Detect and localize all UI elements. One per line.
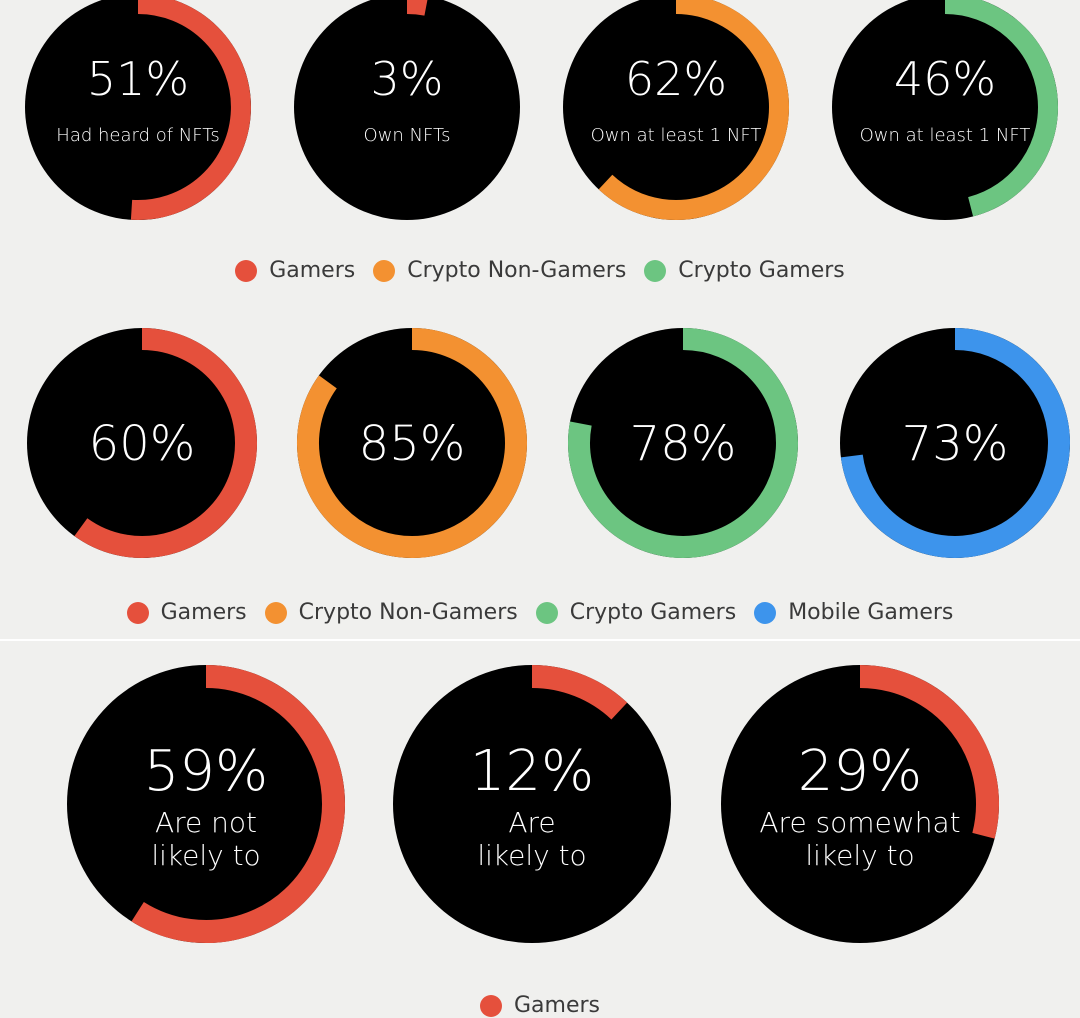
- donut-caption: Are somewhat: [759, 806, 960, 839]
- donut-value-label: 60%: [89, 416, 196, 472]
- donut-chart-gamers: 3% Own NFTs: [294, 0, 520, 220]
- donut-value-label: 3%: [371, 52, 444, 106]
- legend-swatch-crypto-gamers: [644, 259, 667, 282]
- donut-value-label: 78%: [630, 416, 737, 472]
- donut-chart-crypto-non-gamers: 85%: [297, 328, 527, 558]
- legend-label: Gamers: [513, 993, 600, 1018]
- legend-label: Crypto Gamers: [678, 258, 845, 283]
- legend-item-gamers: Gamers: [126, 600, 247, 625]
- legend-swatch-gamers: [235, 259, 258, 282]
- legend-swatch-crypto-non-gamers: [264, 601, 287, 624]
- donut-value-label: 51%: [87, 52, 189, 106]
- legend-item-crypto-non-gamers: Crypto Non-Gamers: [373, 258, 626, 283]
- donut-arc-gamers: [406, 0, 428, 16]
- donut-caption: likely to: [151, 839, 260, 872]
- donut-caption: Are not: [155, 806, 257, 839]
- legend-item-crypto-gamers: Crypto Gamers: [644, 258, 845, 283]
- legend-label: Gamers: [160, 600, 247, 625]
- legend-item-crypto-gamers: Crypto Gamers: [535, 600, 737, 625]
- donut-background: [721, 665, 999, 943]
- donut-arc-gamers: [130, 0, 251, 220]
- donut-background: [568, 328, 798, 558]
- legend-row-1: Gamers Crypto Non-Gamers Crypto Gamers: [0, 258, 1080, 283]
- donut-arc-gamers: [131, 665, 345, 943]
- donut-caption: likely to: [805, 839, 914, 872]
- donut-value-label: 46%: [894, 52, 996, 106]
- legend-item-crypto-non-gamers: Crypto Non-Gamers: [264, 600, 518, 625]
- donut-caption: Own at least 1 NFT: [860, 125, 1031, 146]
- legend-label: Gamers: [269, 258, 356, 283]
- donut-background: [67, 665, 345, 943]
- donut-arc-crypto-non-gamers: [598, 0, 789, 220]
- donut-value-label: 73%: [902, 416, 1009, 472]
- donut-value-label: 59%: [144, 739, 268, 804]
- legend-swatch-mobile-gamers: [754, 601, 777, 624]
- donut-chart-crypto-gamers: 78%: [568, 328, 798, 558]
- donut-arc-gamers: [859, 665, 999, 839]
- donut-background: [840, 328, 1070, 558]
- legend-item-gamers: Gamers: [479, 993, 600, 1018]
- legend-label: Mobile Gamers: [788, 600, 954, 625]
- donut-arc-crypto-non-gamers: [297, 328, 527, 558]
- donut-background: [25, 0, 251, 220]
- donut-arc-crypto-gamers: [568, 328, 798, 558]
- donut-chart-gamers: 51% Had heard of NFTs: [25, 0, 251, 220]
- legend-label: Crypto Gamers: [569, 600, 737, 625]
- donut-caption: Are: [508, 806, 555, 839]
- donut-background: [294, 0, 520, 220]
- donut-background: [393, 665, 671, 943]
- donut-arc-mobile-gamers: [840, 328, 1070, 558]
- donut-arc-gamers: [531, 665, 628, 720]
- donut-chart-mobile-gamers: 73%: [840, 328, 1070, 558]
- donut-chart-crypto-gamers: 46% Own at least 1 NFT: [832, 0, 1058, 220]
- donut-arc-crypto-gamers: [944, 0, 1058, 217]
- legend-swatch-crypto-gamers: [535, 601, 558, 624]
- legend-label: Crypto Non-Gamers: [298, 600, 518, 625]
- legend-label: Crypto Non-Gamers: [407, 258, 627, 283]
- legend-row-3: Gamers: [0, 993, 1080, 1018]
- donut-value-label: 62%: [625, 52, 727, 106]
- donut-caption: Own at least 1 NFT: [591, 125, 762, 146]
- donut-caption: Had heard of NFTs: [56, 125, 219, 146]
- donut-background: [297, 328, 527, 558]
- donut-background: [27, 328, 257, 558]
- donut-value-label: 85%: [359, 416, 466, 472]
- donut-caption: Own NFTs: [364, 125, 451, 146]
- legend-item-mobile-gamers: Mobile Gamers: [754, 600, 953, 625]
- legend-swatch-gamers: [126, 601, 149, 624]
- donut-caption: likely to: [477, 839, 586, 872]
- donut-chart-gamers: 60%: [27, 328, 257, 558]
- donut-value-label: 29%: [798, 739, 922, 804]
- donut-arc-gamers: [74, 328, 257, 558]
- donut-chart-crypto-non-gamers: 62% Own at least 1 NFT: [563, 0, 789, 220]
- donut-background: [832, 0, 1058, 220]
- legend-item-gamers: Gamers: [235, 258, 355, 283]
- legend-swatch-gamers: [479, 994, 502, 1017]
- legend-row-2: Gamers Crypto Non-Gamers Crypto Gamers M…: [0, 600, 1080, 625]
- legend-swatch-crypto-non-gamers: [373, 259, 396, 282]
- donut-background: [563, 0, 789, 220]
- donut-value-label: 12%: [470, 739, 594, 804]
- section-divider: [0, 639, 1080, 641]
